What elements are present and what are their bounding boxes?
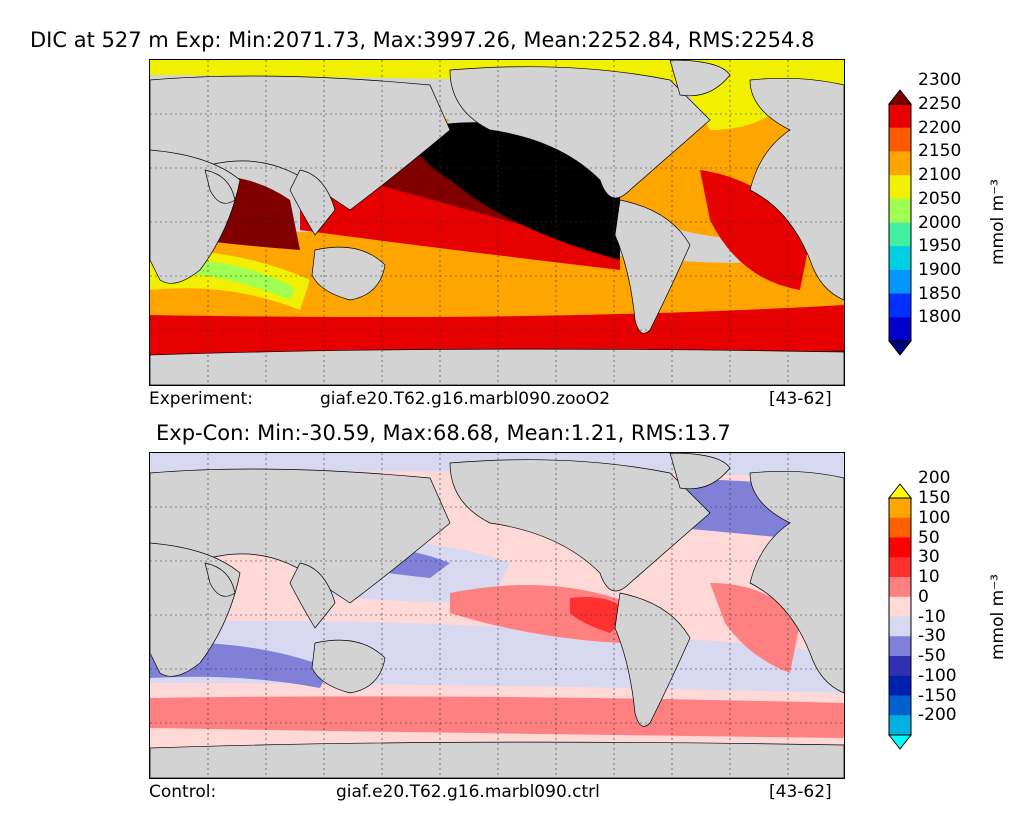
panel1-map (149, 59, 845, 386)
colorbar-segment (889, 151, 911, 176)
colorbar-segment (889, 596, 911, 617)
colorbar-tick-label: 2100 (918, 165, 962, 186)
panel2-caption-label: Control: (149, 782, 217, 802)
colorbar-tick-label: 1900 (918, 259, 962, 280)
colorbar-segment (889, 317, 911, 342)
colorbar-tick-label: 50 (918, 527, 940, 548)
ocean-southern-pink-band (150, 696, 844, 738)
colorbar-segment (889, 695, 911, 716)
colorbar-tick-label: 1850 (918, 283, 962, 304)
land-eurasia (150, 75, 451, 211)
ocean-atlantic-pink (710, 583, 800, 673)
colorbar-segment (889, 198, 911, 223)
land-north-america (449, 459, 711, 592)
panel2-caption-case: giaf.e20.T62.g16.marbl090.ctrl (336, 782, 600, 802)
panel2-caption-years: [43-62] (769, 782, 832, 802)
panel2-colorbar (887, 483, 913, 750)
panel1-colorbar (887, 89, 913, 356)
colorbar-tick-label: 200 (918, 468, 951, 489)
land-australia (311, 639, 386, 694)
land-north-america (449, 66, 711, 199)
ocean-indian-green-band (170, 259, 295, 300)
panel2-map (149, 452, 845, 779)
colorbar-tick-label: -150 (918, 685, 957, 706)
colorbar-tick-label: 30 (918, 547, 940, 568)
colorbar-segment (889, 104, 911, 129)
colorbar-segment (889, 246, 911, 271)
colorbar-tick-label: -10 (918, 606, 946, 627)
colorbar-segment (889, 675, 911, 696)
colorbar-tick-label: 2250 (918, 94, 962, 114)
colorbar-tick-label: 150 (918, 488, 951, 508)
colorbar-segment (889, 715, 911, 736)
colorbar-tick-label: -200 (918, 705, 957, 726)
colorbar-segment (889, 557, 911, 578)
land-antarctica (150, 348, 844, 385)
colorbar-segment (889, 498, 911, 519)
land-india (204, 169, 236, 204)
land-antarctica (150, 741, 844, 778)
panel1-caption-years: [43-62] (769, 389, 832, 409)
graticule (150, 60, 844, 385)
colorbar-tick-label: 1800 (918, 307, 962, 328)
colorbar-segment (889, 656, 911, 677)
colorbar-tick-label: 2050 (918, 188, 962, 209)
colorbar-segment (889, 537, 911, 558)
ocean-pacific-black-core (410, 122, 620, 260)
panel1-caption-case: giaf.e20.T62.g16.marbl090.zooO2 (320, 389, 611, 409)
colorbar-segment (889, 222, 911, 247)
ocean-east-atlantic-red (700, 170, 810, 290)
colorbar-segment (889, 293, 911, 318)
colorbar-tick-label: -100 (918, 665, 957, 686)
colorbar-extend-max (887, 483, 913, 499)
colorbar-segment (889, 636, 911, 657)
colorbar-tick-label: 10 (918, 567, 940, 587)
colorbar-tick-label: 2000 (918, 212, 962, 233)
colorbar-extend-min (887, 734, 913, 750)
colorbar-segment (889, 269, 911, 295)
colorbar-tick-label: 0 (918, 586, 929, 607)
colorbar-extend-max (887, 89, 913, 105)
colorbar-extend-min (887, 340, 913, 356)
colorbar-tick-label: 1950 (918, 236, 962, 257)
land-australia (311, 246, 386, 301)
colorbar-tick-label: -30 (918, 626, 946, 647)
colorbar-segment (889, 577, 911, 598)
colorbar-segment (889, 517, 911, 538)
land-india (204, 562, 236, 597)
panel1-units: mmol m⁻³ (988, 179, 1008, 265)
colorbar-segment (889, 616, 911, 637)
land-eurasia (150, 468, 451, 604)
panel1-caption-label: Experiment: (149, 389, 253, 409)
graticule (150, 453, 844, 778)
colorbar-tick-label: 2150 (918, 141, 962, 162)
colorbar-tick-label: 100 (918, 507, 951, 528)
panel2-units: mmol m⁻³ (988, 574, 1008, 660)
panel1-title: DIC at 527 m Exp: Min:2071.73, Max:3997.… (30, 28, 815, 52)
colorbar-segment (889, 175, 911, 200)
colorbar-segment (889, 127, 911, 152)
colorbar-tick-label: 2200 (918, 117, 962, 138)
colorbar-tick-label: 2300 (918, 70, 962, 91)
colorbar-tick-label: -50 (918, 646, 946, 666)
panel2-title: Exp-Con: Min:-30.59, Max:68.68, Mean:1.2… (156, 421, 731, 445)
